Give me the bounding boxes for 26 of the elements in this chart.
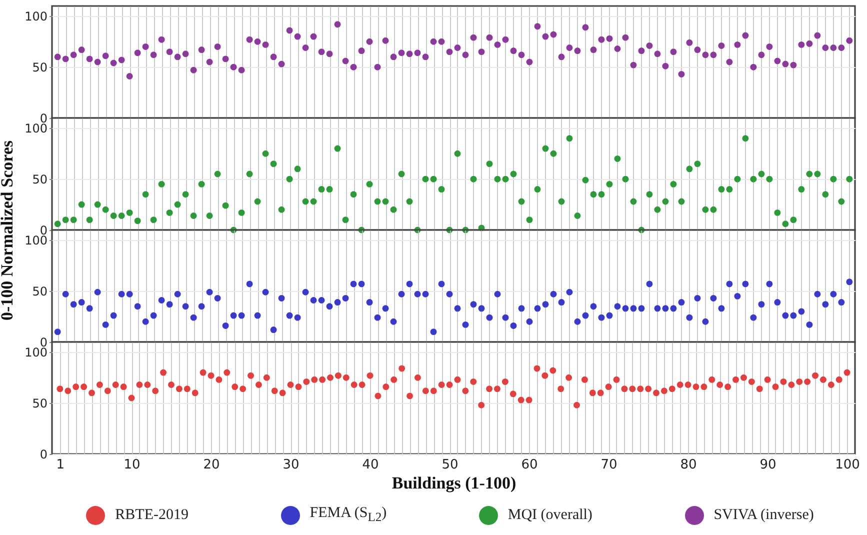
x-tick-label: 90 xyxy=(760,458,776,472)
y-tick-label: 50 xyxy=(32,172,48,187)
y-tick-label: 50 xyxy=(32,396,48,411)
x-tick-label: 70 xyxy=(600,458,618,472)
y-tick-label: 50 xyxy=(32,60,48,75)
legend-label: RBTE-2019 xyxy=(115,506,188,524)
x-tick-label: 10 xyxy=(124,458,140,472)
x-tick-label: 80 xyxy=(680,458,697,472)
x-tick-label: 60 xyxy=(521,458,538,472)
y-axis-title: 0-100 Normalized Scores xyxy=(0,140,16,321)
legend-label: FEMA (S$_{L2}$) xyxy=(310,505,387,525)
y-tick-label: 0 xyxy=(40,448,48,462)
x-tick-label: 1 xyxy=(56,458,65,472)
y-tick-label: 100 xyxy=(24,122,48,136)
x-tick-label: 100 xyxy=(835,458,860,472)
legend-label: SVIVA (inverse) xyxy=(714,506,814,524)
y-tick-label: 100 xyxy=(24,234,48,248)
y-tick-label: 100 xyxy=(24,346,48,360)
y-tick-label: 100 xyxy=(24,10,48,24)
x-tick-label: 40 xyxy=(362,458,379,472)
x-tick-label: 20 xyxy=(203,458,220,472)
x-tick-label: 50 xyxy=(442,458,458,472)
x-tick-label: 30 xyxy=(282,458,300,472)
legend-label: MQI (overall) xyxy=(508,506,592,524)
y-tick-label: 50 xyxy=(32,284,48,299)
x-axis-title: Buildings (1-100) xyxy=(392,474,516,492)
